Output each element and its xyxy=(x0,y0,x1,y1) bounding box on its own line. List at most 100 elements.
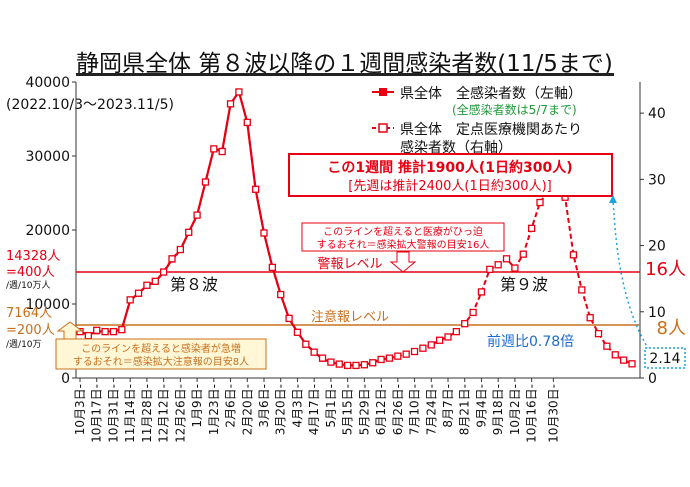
sentinel-rate-point xyxy=(93,326,101,334)
caution-up-arrow xyxy=(56,321,84,340)
x-tick-label: 10月17日- xyxy=(90,384,104,443)
sentinel-rate-point xyxy=(218,147,226,156)
title-underline xyxy=(76,73,614,76)
sentinel-rate-point xyxy=(619,356,628,364)
warning-note: このラインを超えると医療がひっ迫 するおそれ＝感染拡大警報の目安16人 xyxy=(301,222,505,273)
sentinel-rate-point xyxy=(360,361,369,369)
caution-right-label: 8人 xyxy=(657,318,686,339)
sentinel-rate-point xyxy=(603,342,611,350)
right-tick-label: 30 xyxy=(648,172,666,188)
sentinel-rate-point xyxy=(628,360,636,368)
x-tick-label: 10月31日- xyxy=(106,384,120,443)
sentinel-rate-point xyxy=(569,251,578,259)
sentinel-rate-point xyxy=(260,229,268,237)
sentinel-rate-point xyxy=(293,328,302,336)
caution-note-box xyxy=(55,338,267,370)
left-tick-label: 30000 xyxy=(25,149,70,165)
right-tick-label: 10 xyxy=(648,305,666,321)
sentinel-rate-point xyxy=(151,277,159,285)
legend-dashed-marker xyxy=(378,123,388,133)
wave9-label: 第９波 xyxy=(500,275,548,294)
warning-left-line-1: 14328人 xyxy=(6,249,60,264)
x-tick-label: 1月9日- xyxy=(190,384,204,428)
x-tick-label: 10月30日- xyxy=(546,384,560,443)
legend-dashed-label-2: 感染者数（右軸） xyxy=(400,139,512,156)
sentinel-rate-point xyxy=(502,255,511,263)
x-tick-label: 11月28日- xyxy=(140,384,154,443)
sentinel-rate-point xyxy=(168,255,176,263)
plot-area xyxy=(76,88,636,370)
sentinel-rate-point xyxy=(235,88,243,96)
sentinel-rate-point xyxy=(185,228,193,236)
sentinel-rate-point xyxy=(419,344,427,352)
sentinel-rate-point xyxy=(611,351,619,359)
sentinel-rate-point xyxy=(277,290,285,299)
sentinel-rate-point xyxy=(126,296,134,304)
x-tick-label: 4月3日- xyxy=(290,384,304,428)
x-tick-label: 7月24日- xyxy=(424,384,438,435)
sentinel-rate-point xyxy=(243,118,251,127)
sentinel-rate-point xyxy=(511,264,519,272)
sentinel-rate-point xyxy=(327,358,335,366)
caution-left-line-3: /週/10万 xyxy=(6,339,42,350)
sentinel-rate-point xyxy=(176,245,185,254)
sentinel-rate-point xyxy=(251,185,260,193)
left-tick-label: 40000 xyxy=(25,75,70,91)
sentinel-rate-point xyxy=(594,329,603,338)
left-tick-label: 10000 xyxy=(25,297,70,313)
x-tick-label: 5月1日- xyxy=(324,384,338,428)
x-tick-label: 5月29日- xyxy=(357,384,371,435)
x-tick-label: 7月10日- xyxy=(408,384,422,435)
sentinel-rate-point xyxy=(118,326,126,334)
x-tick-label: 2月6日- xyxy=(224,384,238,428)
sentinel-rate-point xyxy=(461,320,469,328)
sentinel-rate-point xyxy=(527,224,536,232)
warning-note-line-2: するおそれ＝感染拡大警報の目安16人 xyxy=(317,238,490,251)
sentinel-rate-point xyxy=(302,340,310,348)
sentinel-rate-point xyxy=(101,327,109,336)
left-tick-label: 20000 xyxy=(25,223,70,239)
x-tick-label: 3月6日- xyxy=(257,384,271,428)
x-tick-label: 4月17日- xyxy=(307,384,321,435)
legend-solid-marker xyxy=(379,88,387,96)
left-tick-label: 0 xyxy=(61,371,70,387)
x-tick-label: 9月18日- xyxy=(491,384,505,435)
sentinel-rate-point xyxy=(377,355,385,364)
legend-solid-label: 県全体 全感染者数（左軸） xyxy=(400,85,582,102)
sentinel-rate-point xyxy=(435,336,444,344)
sentinel-rate-point xyxy=(586,314,594,322)
warning-note-line-1: このラインを超えると医療がひっ迫 xyxy=(323,225,483,238)
x-tick-label: 6月12日- xyxy=(374,384,388,435)
sentinel-rate-point xyxy=(84,331,93,340)
caution-level-label: 注意報レベル xyxy=(311,309,389,325)
warning-left-line-2: =400人 xyxy=(6,265,55,280)
warning-right-label: 16人 xyxy=(645,259,686,280)
chart-period: (2022.10/3～2023.11/5) xyxy=(6,97,174,113)
sentinel-rate-point xyxy=(402,350,410,358)
right-tick-label: 20 xyxy=(648,239,666,255)
warning-down-arrow xyxy=(389,251,417,273)
sentinel-rate-point xyxy=(469,308,477,317)
x-tick-label: 12月26日- xyxy=(173,384,187,443)
sentinel-rate-point xyxy=(285,314,293,323)
callout-line-1: この1週間 推計1900人(1日約300人) xyxy=(327,159,572,176)
sentinel-rate-point xyxy=(201,178,210,186)
week-ratio-text: 前週比0.78倍 xyxy=(487,333,574,350)
sentinel-rate-point xyxy=(385,354,394,362)
sentinel-rate-point xyxy=(352,361,360,370)
sentinel-rate-point xyxy=(452,327,461,336)
sentinel-rate-point xyxy=(410,347,419,356)
latest-value-box xyxy=(644,347,686,369)
warning-note-box xyxy=(301,222,505,252)
warning-left-line-3: /週/10万人 xyxy=(6,280,51,291)
sentinel-rate-point xyxy=(444,333,452,341)
sentinel-rate-point xyxy=(109,327,118,336)
sentinel-rate-point xyxy=(427,341,435,349)
sentinel-rate-point xyxy=(477,288,486,296)
sentinel-rate-point xyxy=(536,198,544,207)
sentinel-rate-point xyxy=(134,289,143,297)
x-tick-label: 3月20日- xyxy=(274,384,288,435)
sentinel-rate-point xyxy=(519,250,527,258)
